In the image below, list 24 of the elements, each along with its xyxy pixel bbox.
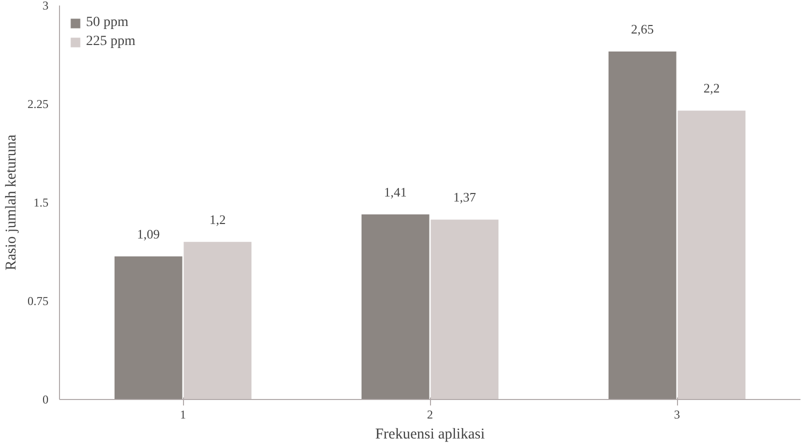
bar [362,214,430,400]
y-tick-label: 2.25 [28,97,48,111]
y-tick-label: 0 [42,392,48,406]
y-axis-title: Rasio jumlah keturuna [4,134,20,270]
bar [608,51,676,400]
data-label: 1,41 [384,184,407,200]
x-tick-label: 2 [427,408,433,422]
data-label: 1,2 [209,212,226,227]
y-tick-label: 3 [42,0,48,12]
data-label: 2,2 [703,80,720,96]
x-tick-label: 1 [180,408,186,422]
bar [184,242,252,400]
legend-label: 50 ppm [86,15,128,31]
data-label: 1,37 [453,190,476,205]
bar [678,110,746,400]
bar [114,256,182,400]
x-tick-label: 3 [674,408,680,422]
bar [430,220,498,400]
x-axis-title: Frekuensi aplikasi [375,426,485,442]
y-tick-label: 0.75 [28,294,48,308]
data-label: 2,65 [631,21,654,36]
legend-label: 225 ppm [86,34,136,50]
y-tick-label: 1.5 [34,196,48,210]
data-label: 1,09 [137,226,160,242]
